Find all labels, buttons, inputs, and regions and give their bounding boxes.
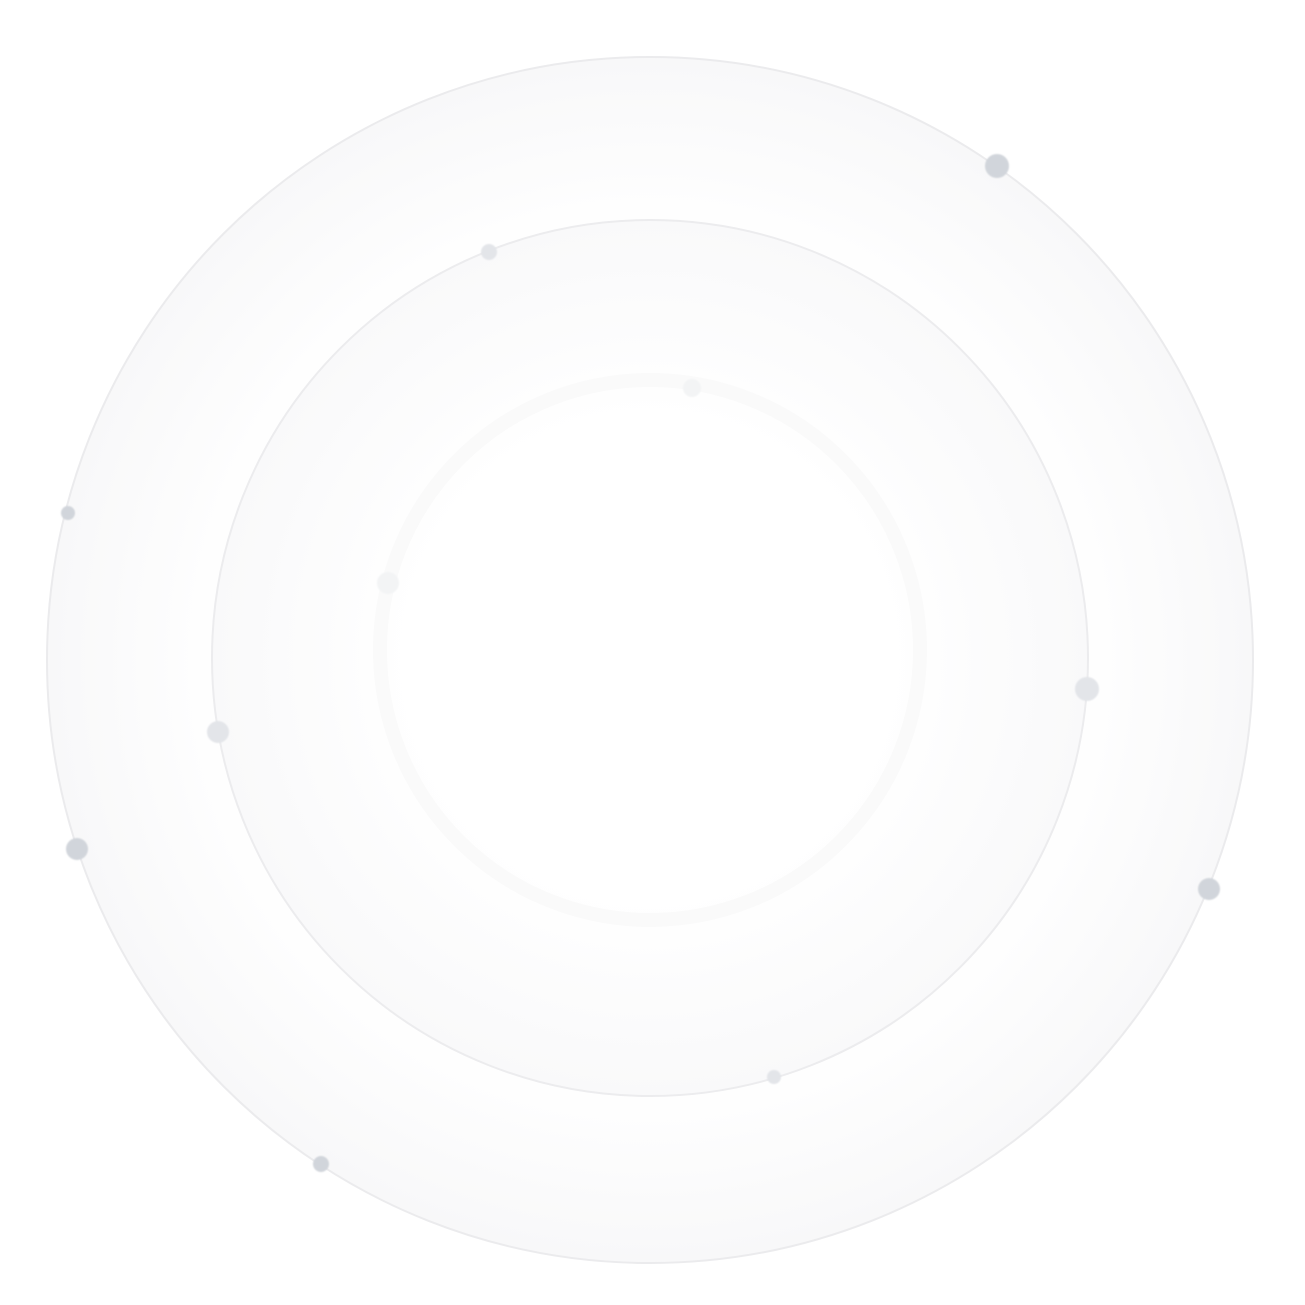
orbit-dot bbox=[1198, 878, 1220, 900]
orbit-dot bbox=[481, 244, 497, 260]
orbit-dot bbox=[985, 154, 1009, 178]
orbit-dot bbox=[767, 1070, 781, 1084]
orbit-dot bbox=[66, 838, 88, 860]
orbit-dot bbox=[377, 572, 399, 594]
inner-ring bbox=[373, 373, 927, 927]
orbit-dot bbox=[1075, 677, 1099, 701]
orbit-dot bbox=[313, 1156, 329, 1172]
orbit-dot bbox=[207, 721, 229, 743]
orbit-dot bbox=[683, 379, 701, 397]
orbit-dot bbox=[61, 506, 75, 520]
middle-ring bbox=[211, 219, 1089, 1097]
